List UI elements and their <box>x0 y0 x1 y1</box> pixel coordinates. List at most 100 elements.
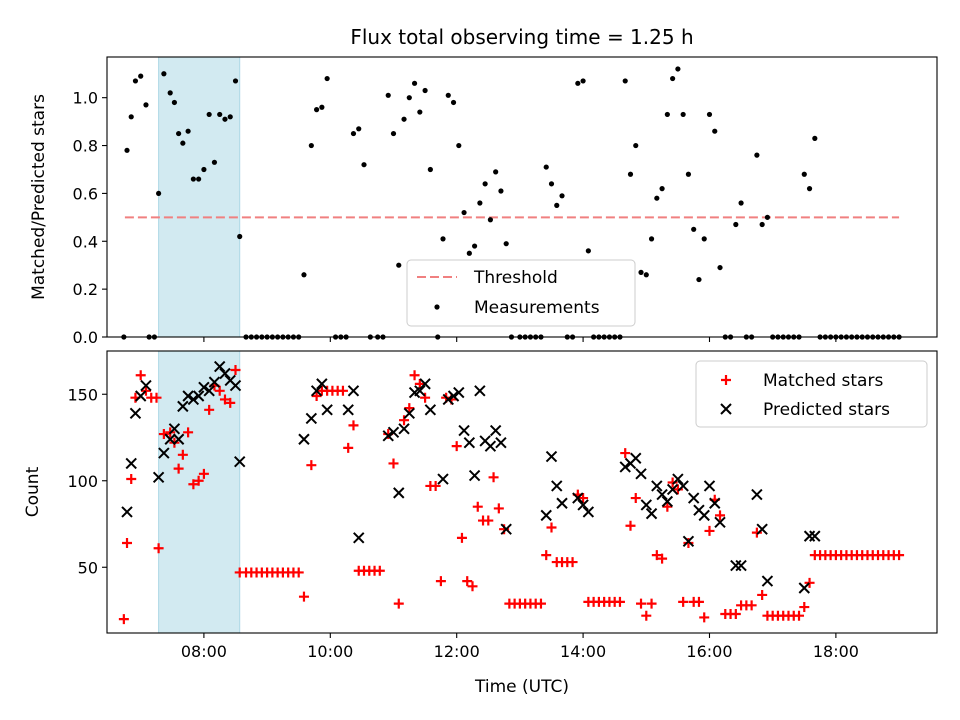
data-point <box>622 78 628 84</box>
data-point <box>406 95 412 101</box>
data-point <box>385 92 391 98</box>
data-point <box>361 162 367 168</box>
data-point <box>467 581 478 592</box>
data-point <box>472 243 478 249</box>
data-point <box>656 488 668 501</box>
data-point <box>374 565 385 576</box>
data-point <box>627 171 634 177</box>
x-tick-label: 10:00 <box>307 642 353 661</box>
legend-box <box>406 259 636 327</box>
data-point <box>219 367 231 380</box>
data-point <box>437 473 449 485</box>
data-point <box>757 589 768 600</box>
data-point <box>124 147 130 153</box>
data-point <box>126 474 137 485</box>
data-point <box>343 442 354 453</box>
x-tick-label: 12:00 <box>434 642 480 661</box>
y-tick-label: 150 <box>67 385 98 404</box>
data-point <box>483 515 494 526</box>
data-point <box>128 114 134 120</box>
data-point <box>305 412 318 425</box>
data-point <box>201 166 207 173</box>
data-point <box>168 423 181 435</box>
data-point <box>143 102 149 108</box>
data-point <box>225 397 236 408</box>
data-point <box>401 116 407 122</box>
data-point <box>659 186 665 192</box>
data-point <box>196 176 202 182</box>
x-axis-label: Time (UTC) <box>474 677 569 697</box>
data-point <box>232 78 239 84</box>
data-point <box>487 217 494 223</box>
data-point <box>551 480 563 492</box>
data-point <box>693 596 704 607</box>
data-point <box>641 610 652 621</box>
data-point <box>578 493 589 504</box>
data-point <box>682 535 695 548</box>
data-point <box>474 385 486 397</box>
data-point <box>803 530 816 542</box>
data-point <box>121 506 133 518</box>
data-point <box>435 576 446 587</box>
data-point <box>672 484 683 495</box>
data-point <box>489 424 502 437</box>
data-point <box>161 71 167 77</box>
data-point <box>187 393 200 406</box>
legend-matched-swatch <box>721 375 731 385</box>
legend-label: Threshold <box>473 268 558 288</box>
data-point <box>387 426 400 439</box>
observing-span <box>158 350 241 634</box>
data-point <box>398 423 410 435</box>
data-point <box>411 80 418 86</box>
y-tick-label: 50 <box>78 558 98 577</box>
data-point <box>619 461 631 473</box>
count-plot: 08:00 10:00 12:00 14:00 16:00 18:00 50 100 150 Co… <box>23 350 938 697</box>
data-point <box>575 80 581 86</box>
data-point <box>393 598 404 609</box>
data-point <box>633 142 639 149</box>
data-point <box>419 378 431 390</box>
data-point <box>577 499 589 511</box>
data-point <box>730 559 742 572</box>
data-point <box>342 404 354 416</box>
data-point <box>404 403 415 414</box>
data-point <box>450 99 457 106</box>
data-point <box>227 114 233 120</box>
data-point <box>640 499 652 511</box>
data-point <box>706 111 713 118</box>
data-point <box>651 550 662 561</box>
data-point <box>356 126 362 132</box>
y-axis-label: Count <box>23 466 43 517</box>
data-point <box>799 602 810 613</box>
data-point <box>456 142 462 149</box>
data-point <box>648 236 655 242</box>
data-point <box>672 473 684 485</box>
data-point <box>794 610 805 621</box>
data-point <box>638 269 644 275</box>
data-point <box>630 493 641 504</box>
data-point <box>403 407 416 419</box>
data-point <box>129 407 142 419</box>
data-point <box>801 171 807 177</box>
legend: Matched stars Predicted stars <box>695 360 928 428</box>
data-point <box>554 202 560 208</box>
data-point <box>680 111 686 118</box>
data-point <box>677 480 689 492</box>
data-point <box>180 140 186 146</box>
data-point <box>691 226 697 232</box>
data-point <box>709 497 721 509</box>
data-point <box>754 152 760 158</box>
data-point <box>696 276 702 283</box>
data-point <box>698 509 710 522</box>
data-point <box>712 128 718 134</box>
data-point <box>222 116 228 122</box>
data-point <box>620 448 631 459</box>
y-tick-label: 0.8 <box>73 137 98 156</box>
data-point <box>625 520 636 531</box>
data-point <box>177 449 188 460</box>
data-point <box>498 188 504 194</box>
chart-title: Flux total observing time = 1.25 h <box>350 25 693 49</box>
data-point <box>447 390 460 402</box>
data-point <box>301 272 307 278</box>
